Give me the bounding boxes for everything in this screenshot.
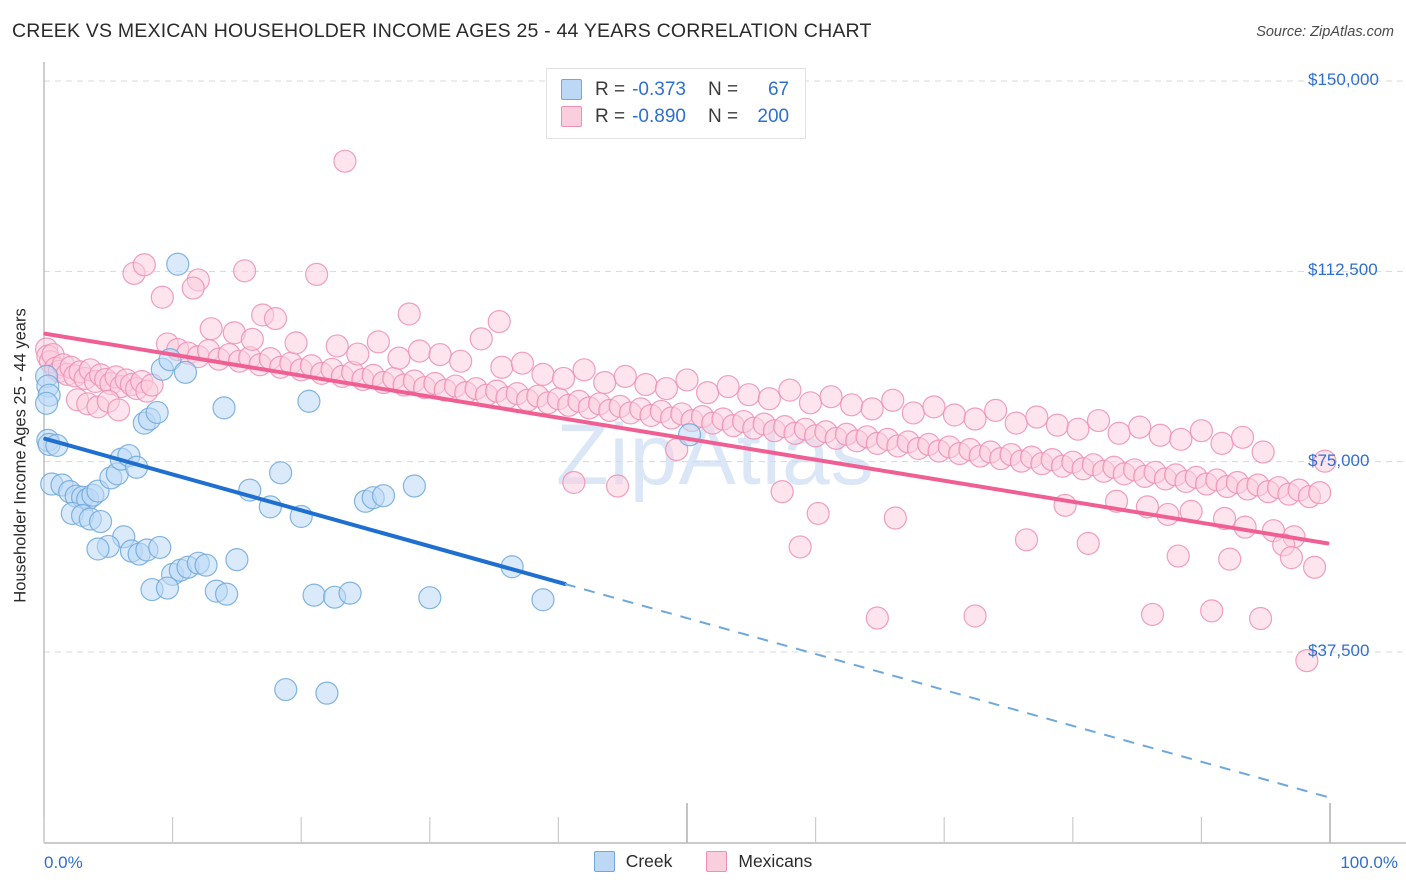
- creek-n-label: N =: [707, 78, 739, 100]
- mexicans-legend-label: Mexicans: [738, 851, 813, 871]
- creek-r-label: R =: [595, 78, 626, 100]
- y-tick-label-112500: $112,500: [1308, 260, 1378, 280]
- creek-legend-label: Creek: [625, 851, 673, 871]
- mexicans-legend-swatch-icon: [706, 851, 728, 872]
- x-tick-label-max: 100.0%: [1340, 853, 1398, 872]
- x-tick-label-min: 0.0%: [44, 853, 83, 872]
- creek-legend-swatch-icon: [593, 851, 615, 872]
- legend-item-mexicans[interactable]: Mexicans: [706, 851, 812, 872]
- mexicans-r-value: -0.890: [632, 105, 686, 127]
- y-tick-label-37500: $37,500: [1308, 641, 1370, 660]
- creek-swatch-icon: [561, 79, 582, 100]
- correlation-stats-box: R = -0.373 N = 67 R = -0.890 N = 200: [546, 68, 807, 139]
- mexicans-r-label: R =: [595, 105, 626, 127]
- mexicans-n-value: 200: [757, 105, 790, 127]
- mexicans-n-label: N =: [707, 105, 739, 127]
- creek-r-value: -0.373: [632, 78, 686, 100]
- stats-row-creek: R = -0.373 N = 67: [561, 76, 789, 103]
- legend-item-creek[interactable]: Creek: [593, 851, 673, 872]
- y-tick-label-150000: $150,000: [1308, 70, 1379, 89]
- y-tick-label-75000: $75,000: [1308, 450, 1370, 470]
- creek-n-value: 67: [767, 78, 790, 100]
- mexicans-swatch-icon: [561, 106, 582, 127]
- page-title: CREEK VS MEXICAN HOUSEHOLDER INCOME AGES…: [12, 20, 872, 42]
- chart-legend: Creek Mexicans: [0, 851, 1406, 872]
- source-attribution: Source: ZipAtlas.com: [1256, 24, 1394, 40]
- stats-row-mexicans: R = -0.890 N = 200: [561, 103, 789, 130]
